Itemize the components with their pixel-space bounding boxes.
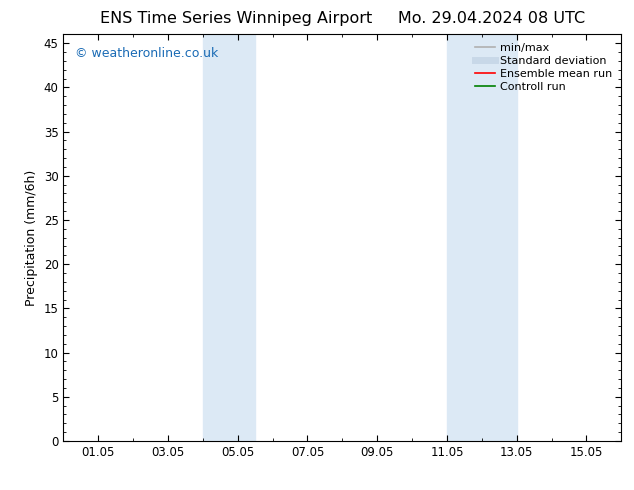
Text: © weatheronline.co.uk: © weatheronline.co.uk (75, 47, 218, 59)
Legend: min/max, Standard deviation, Ensemble mean run, Controll run: min/max, Standard deviation, Ensemble me… (471, 40, 616, 95)
Bar (447, 34, 517, 441)
Y-axis label: Precipitation (mm/6h): Precipitation (mm/6h) (25, 170, 38, 306)
Bar (203, 34, 255, 441)
Title: ENS Time Series Winnipeg Airport     Mo. 29.04.2024 08 UTC: ENS Time Series Winnipeg Airport Mo. 29.… (100, 11, 585, 26)
